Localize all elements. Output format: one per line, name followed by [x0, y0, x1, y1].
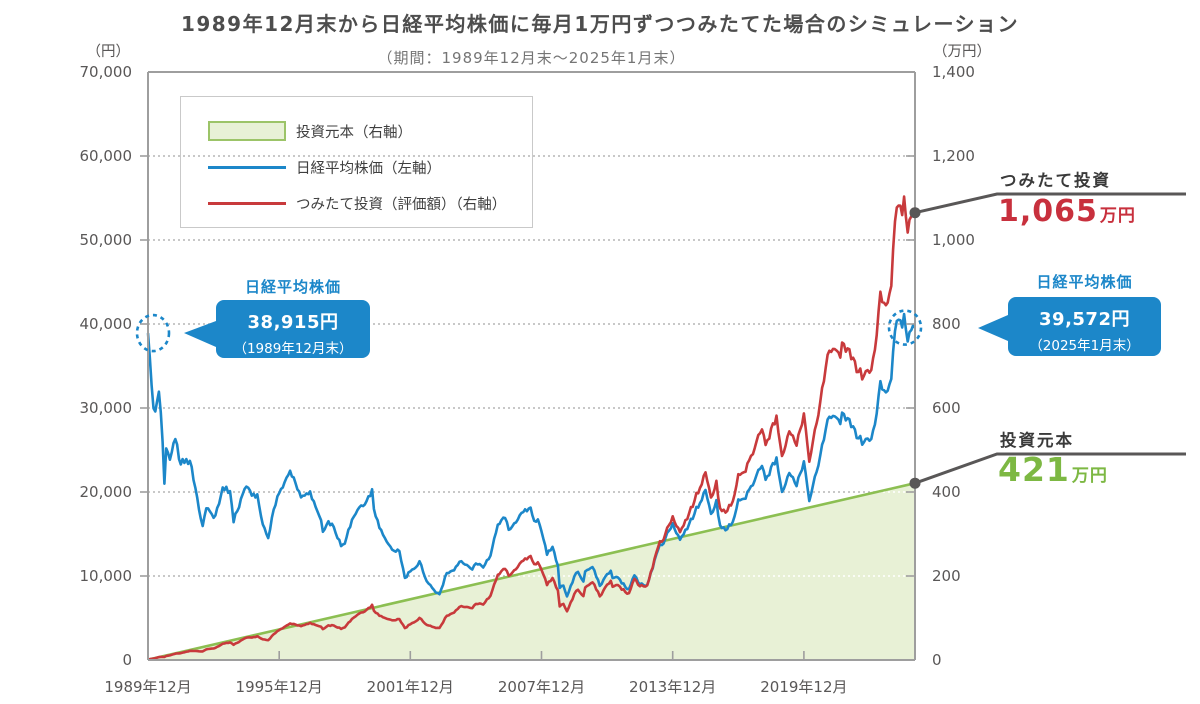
left-axis-tick-label: 40,000	[79, 315, 133, 333]
x-axis-tick-label: 2007年12月	[497, 678, 586, 696]
nikkei-start-value: 38,915円	[247, 312, 339, 333]
tsumitate-value-unit: 万円	[1099, 206, 1136, 226]
nikkei-end-date: （2025年1月末）	[1029, 338, 1140, 354]
nikkei-end-highlight-circle	[887, 309, 923, 346]
tsumitate-annotation-label: つみたて投資	[1000, 171, 1111, 190]
left-axis-tick-label: 30,000	[79, 399, 133, 417]
nikkei-line-swatch-icon	[208, 165, 286, 169]
principal-annotation-value: 421 万円	[998, 450, 1108, 489]
right-axis-tick-label: 1,200	[932, 147, 975, 165]
chart-legend: 投資元本（右軸） 日経平均株価（左軸） つみたて投資（評価額）（右軸）	[180, 96, 533, 228]
left-axis-unit: （円）	[86, 44, 131, 60]
tsumitate-endpoint-dot	[909, 207, 921, 219]
nikkei-start-callout-arrow	[184, 321, 216, 347]
nikkei-start-date: （1989年12月末）	[233, 341, 353, 357]
right-axis-tick-label: 0	[932, 651, 942, 669]
nikkei-start-callout-box: 38,915円 （1989年12月末）	[216, 300, 370, 358]
principal-area-edge	[147, 481, 916, 661]
principal-value-unit: 万円	[1071, 466, 1108, 486]
legend-label: 投資元本（右軸）	[296, 124, 412, 141]
principal-area-swatch-icon	[208, 121, 286, 141]
nikkei-start-highlight-circle	[135, 313, 171, 353]
right-axis-tick-label: 1,400	[932, 63, 975, 81]
x-axis-tick-label: 1989年12月	[104, 678, 192, 696]
nikkei-end-callout-arrow	[978, 315, 1008, 341]
tsumitate-line	[147, 195, 917, 661]
principal-area	[148, 483, 915, 660]
legend-item-principal: 投資元本（右軸）	[208, 113, 532, 149]
tsumitate-annotation-value: 1,065 万円	[998, 194, 1136, 229]
x-axis-tick-label: 2013年12月	[629, 678, 717, 696]
principal-endpoint-dot	[909, 477, 921, 489]
legend-item-tsumitate: つみたて投資（評価額）（右軸）	[208, 185, 532, 221]
left-axis-tick-label: 70,000	[79, 63, 133, 81]
principal-value-number: 421	[998, 450, 1070, 489]
legend-item-nikkei: 日経平均株価（左軸）	[208, 149, 532, 185]
legend-label: 日経平均株価（左軸）	[296, 160, 441, 177]
right-axis-unit: （万円）	[933, 44, 991, 60]
nikkei-start-callout-title: 日経平均株価	[244, 278, 341, 296]
right-axis-tick-label: 400	[932, 483, 961, 501]
left-axis-tick-label: 50,000	[79, 231, 133, 249]
tsumitate-line-swatch-icon	[208, 201, 286, 205]
legend-label: つみたて投資（評価額）（右軸）	[296, 196, 507, 213]
right-axis-tick-label: 600	[932, 399, 961, 417]
x-axis-tick-label: 2001年12月	[366, 678, 454, 696]
right-axis-tick-label: 200	[932, 567, 961, 585]
left-axis-tick-label: 0	[122, 651, 132, 669]
nikkei-end-value: 39,572円	[1039, 309, 1130, 330]
chart-title: 1989年12月末から日経平均株価に毎月1万円ずつつみたてた場合のシミュレーショ…	[180, 12, 1020, 36]
tsumitate-value-number: 1,065	[998, 194, 1098, 229]
principal-annotation-label: 投資元本	[1000, 431, 1074, 450]
nikkei-end-callout-box: 39,572円 （2025年1月末）	[1008, 297, 1161, 356]
right-axis-tick-label: 800	[932, 315, 961, 333]
right-axis-tick-label: 1,000	[932, 231, 975, 249]
nikkei-end-callout-title: 日経平均株価	[1036, 273, 1133, 291]
left-axis-tick-label: 60,000	[79, 147, 133, 165]
left-axis-tick-label: 20,000	[79, 483, 133, 501]
chart-subtitle: （期間：1989年12月末～2025年1月末）	[377, 49, 686, 67]
left-axis-tick-label: 10,000	[79, 567, 133, 585]
x-axis-tick-label: 2019年12月	[760, 678, 848, 696]
x-axis-tick-label: 1995年12月	[235, 678, 323, 696]
